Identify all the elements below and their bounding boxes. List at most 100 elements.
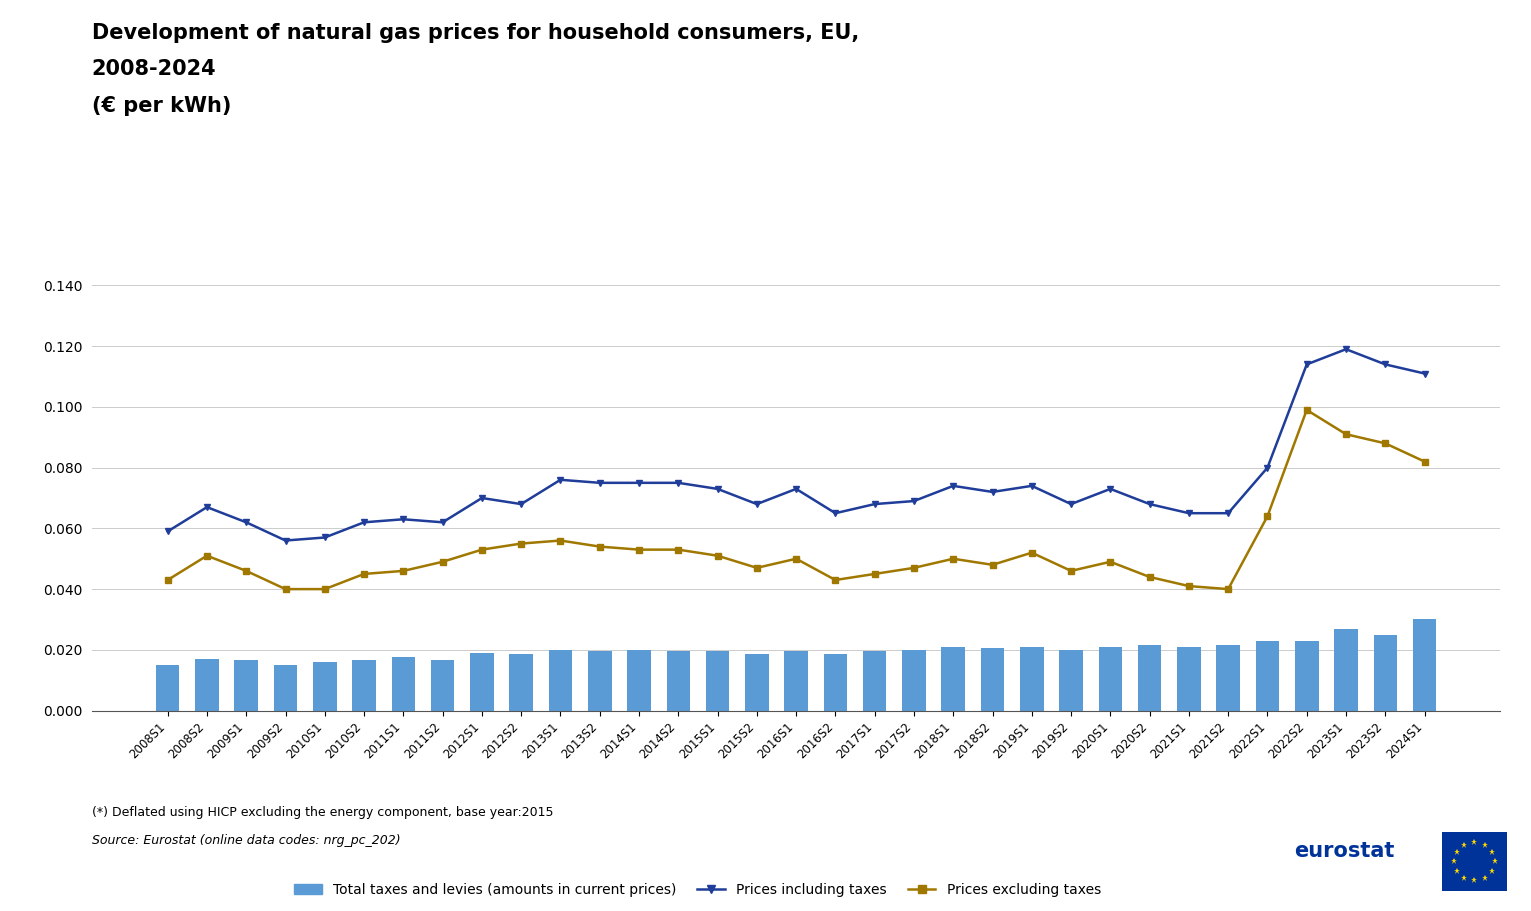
Prices excluding taxes: [747, 562, 766, 573]
Prices including taxes: [159, 526, 178, 537]
Prices excluding taxes: [551, 535, 570, 546]
Text: (€ per kWh): (€ per kWh): [92, 96, 231, 116]
Prices excluding taxes: [945, 553, 963, 564]
Bar: [746, 654, 769, 711]
Prices including taxes: [1063, 498, 1081, 509]
Prices including taxes: [1219, 507, 1237, 518]
Prices excluding taxes: [905, 562, 923, 573]
Prices excluding taxes: [393, 566, 412, 577]
Prices including taxes: [1376, 359, 1395, 370]
Prices excluding taxes: [1298, 404, 1317, 415]
Bar: [824, 654, 847, 711]
Prices including taxes: [315, 532, 334, 543]
Bar: [666, 651, 690, 711]
Bar: [1413, 619, 1436, 711]
Bar: [1099, 647, 1122, 711]
Prices excluding taxes: [511, 538, 530, 549]
Prices excluding taxes: [865, 568, 883, 579]
Prices excluding taxes: [355, 568, 374, 579]
Bar: [194, 659, 219, 711]
Prices including taxes: [1023, 480, 1041, 491]
Bar: [1295, 640, 1318, 711]
Prices including taxes: [511, 498, 530, 509]
Prices excluding taxes: [709, 550, 727, 561]
Prices excluding taxes: [827, 575, 845, 586]
Prices including taxes: [1415, 368, 1433, 379]
Bar: [548, 650, 573, 711]
Prices including taxes: [865, 498, 883, 509]
Prices including taxes: [1180, 507, 1199, 518]
Legend: Total taxes and levies (amounts in current prices), Prices including taxes, Pric: Total taxes and levies (amounts in curre…: [289, 877, 1107, 902]
Prices excluding taxes: [315, 584, 334, 595]
Prices excluding taxes: [1141, 571, 1159, 582]
Prices including taxes: [747, 498, 766, 509]
Bar: [430, 660, 455, 711]
Prices including taxes: [629, 477, 648, 488]
Bar: [234, 660, 259, 711]
Prices excluding taxes: [237, 566, 256, 577]
Text: eurostat: eurostat: [1294, 841, 1395, 861]
Bar: [1255, 640, 1280, 711]
Bar: [628, 650, 651, 711]
Prices including taxes: [1141, 498, 1159, 509]
Text: 2008-2024: 2008-2024: [92, 59, 216, 79]
Bar: [902, 650, 926, 711]
Bar: [981, 649, 1004, 711]
Prices including taxes: [355, 517, 374, 527]
Prices including taxes: [197, 502, 216, 513]
Bar: [1373, 635, 1398, 711]
Prices excluding taxes: [787, 553, 805, 564]
Prices excluding taxes: [1219, 584, 1237, 595]
Prices excluding taxes: [591, 541, 609, 552]
Prices excluding taxes: [473, 544, 491, 555]
Prices excluding taxes: [276, 584, 294, 595]
Line: Prices including taxes: Prices including taxes: [164, 346, 1428, 544]
Prices including taxes: [1258, 462, 1277, 473]
Bar: [1217, 645, 1240, 711]
Prices including taxes: [669, 477, 687, 488]
Prices excluding taxes: [629, 544, 648, 555]
Bar: [784, 651, 808, 711]
Prices including taxes: [393, 514, 412, 525]
Prices including taxes: [433, 517, 452, 527]
Bar: [1177, 647, 1200, 711]
Bar: [510, 654, 533, 711]
Text: (*) Deflated using HICP excluding the energy component, base year:2015: (*) Deflated using HICP excluding the en…: [92, 806, 553, 819]
Text: Development of natural gas prices for household consumers, EU,: Development of natural gas prices for ho…: [92, 23, 859, 43]
Bar: [863, 651, 886, 711]
Prices excluding taxes: [433, 557, 452, 568]
Bar: [1020, 647, 1044, 711]
Bar: [312, 662, 337, 711]
Prices including taxes: [709, 484, 727, 495]
Bar: [1138, 645, 1162, 711]
Prices including taxes: [276, 535, 294, 546]
Prices including taxes: [905, 496, 923, 507]
Bar: [706, 651, 729, 711]
Prices excluding taxes: [1415, 456, 1433, 467]
Prices including taxes: [787, 484, 805, 495]
Prices including taxes: [591, 477, 609, 488]
Bar: [274, 665, 297, 711]
Prices including taxes: [237, 517, 256, 527]
Prices including taxes: [551, 475, 570, 486]
Prices excluding taxes: [159, 575, 178, 586]
Prices including taxes: [1337, 343, 1355, 354]
Bar: [392, 658, 415, 711]
Prices including taxes: [945, 480, 963, 491]
Prices excluding taxes: [1023, 548, 1041, 558]
Prices excluding taxes: [1376, 438, 1395, 449]
Prices excluding taxes: [1258, 511, 1277, 522]
Text: Source: Eurostat (online data codes: nrg_pc_202): Source: Eurostat (online data codes: nrg…: [92, 834, 401, 846]
Bar: [1059, 650, 1082, 711]
Line: Prices excluding taxes: Prices excluding taxes: [164, 406, 1428, 592]
Prices including taxes: [473, 493, 491, 504]
Bar: [1334, 629, 1358, 711]
Bar: [942, 647, 965, 711]
Bar: [470, 653, 493, 711]
Prices including taxes: [827, 507, 845, 518]
Prices excluding taxes: [197, 550, 216, 561]
Prices excluding taxes: [1337, 429, 1355, 440]
Bar: [588, 651, 611, 711]
Prices including taxes: [1298, 359, 1317, 370]
Prices excluding taxes: [1180, 580, 1199, 591]
